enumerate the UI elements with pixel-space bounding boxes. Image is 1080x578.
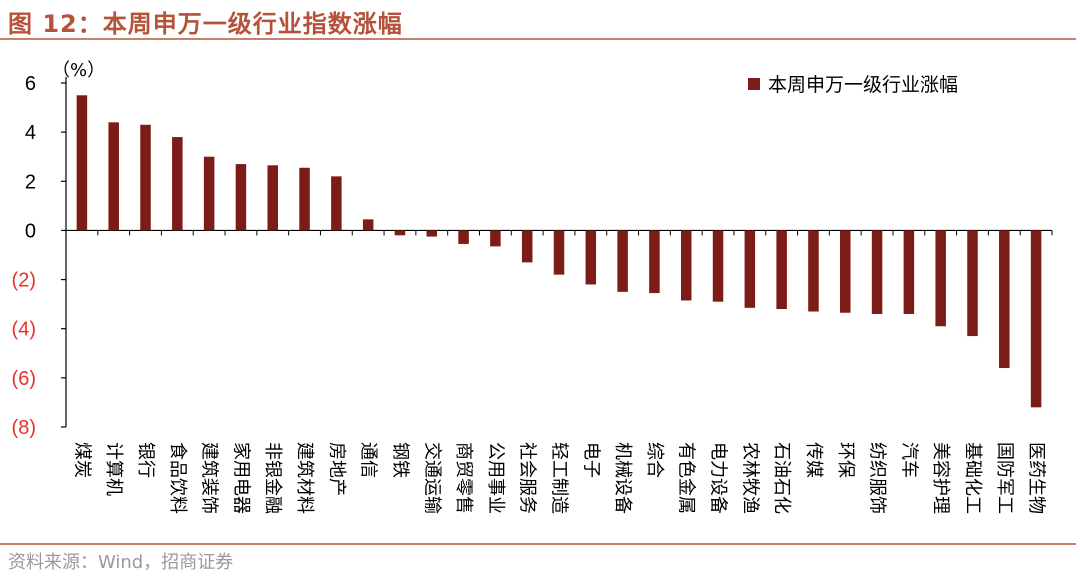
x-category-label: 农林牧渔 [739,442,760,514]
bar-电力设备 [712,230,724,302]
bar-基础化工 [967,230,978,337]
legend-swatch [748,78,760,90]
bar-煤炭 [76,95,88,231]
legend-label: 本周申万一级行业涨幅 [768,74,958,96]
bar-银行 [140,124,151,231]
bar-美容护理 [935,230,946,327]
bar-石油石化 [776,230,787,310]
y-tick-label: 6 [25,73,36,95]
bar-chart: （%） 本周申万一级行业涨幅 6 4 2 0 (2) (4) (6) (8) 煤炭 计算机 银行食… [12,60,1053,514]
x-category-label: 钢铁 [389,442,410,478]
y-tick-label: 0 [25,220,36,242]
source-divider [0,543,1076,545]
x-category-label: 传媒 [803,442,824,478]
y-axis-unit-label: （%） [52,60,105,81]
x-category-label: 房地产 [326,442,347,496]
bar-综合 [649,230,660,294]
bar-医药生物 [1030,230,1042,408]
x-category-label: 交通运输 [421,442,442,514]
x-category-label: 食品饮料 [167,442,188,514]
bar-通信 [362,219,374,231]
bar-社会服务 [521,230,533,263]
title-divider [0,38,1076,40]
y-tick-label: (6) [12,368,36,390]
source-note: 资料来源：Wind，招商证券 [8,552,234,573]
y-tick-label: 2 [25,171,36,193]
x-category-label: 医药生物 [1026,442,1047,514]
x-category-label: 社会服务 [517,442,538,514]
y-tick-label: 4 [25,122,36,144]
bar-轻工制造 [553,230,565,275]
bar-有色金属 [680,230,692,301]
bar-电子 [585,230,597,285]
x-category-label: 汽车 [898,442,919,478]
bar-交通运输 [426,230,438,237]
x-category-label: 石油石化 [771,442,792,514]
bar-商贸零售 [458,230,469,244]
bar-计算机 [108,122,119,231]
x-category-label: 建筑装饰 [199,442,220,514]
y-tick-label: (8) [12,417,36,439]
x-category-label: 电力设备 [708,442,729,514]
bar-非银金融 [267,165,278,231]
x-category-label: 基础化工 [962,442,983,514]
y-tick-label: (2) [12,270,36,292]
x-category-label: 公用事业 [485,442,506,514]
bar-食品饮料 [172,137,183,231]
x-category-label: 机械设备 [612,442,633,514]
x-category-label: 美容护理 [930,442,951,514]
bar-建筑材料 [299,167,310,231]
x-category-label: 环保 [835,442,856,478]
x-category-label: 国防军工 [994,442,1015,514]
x-category-label: 通信 [358,442,379,478]
bar-传媒 [808,230,819,312]
bar-环保 [840,230,851,313]
x-category-label: 非银金融 [262,442,283,514]
bar-国防军工 [999,230,1010,369]
x-category-label: 商贸零售 [453,442,474,514]
bar-汽车 [903,230,915,314]
y-tick-label: (4) [12,319,36,341]
bar-纺织服饰 [871,230,883,314]
chart-legend: 本周申万一级行业涨幅 [748,74,958,96]
bar-农林牧渔 [744,230,756,308]
x-category-label: 计算机 [103,442,124,496]
x-category-label: 建筑材料 [294,442,315,514]
x-category-label: 电子 [580,442,601,478]
x-category-label: 轻工制造 [549,442,570,514]
x-category-label: 煤炭 [71,442,92,478]
bar-家用电器 [235,164,247,231]
bar-房地产 [331,176,342,231]
bar-建筑装饰 [203,156,215,231]
x-category-label: 银行 [135,442,156,478]
x-category-label: 有色金属 [676,442,697,514]
bar-公用事业 [490,230,501,247]
x-category-label: 家用电器 [230,442,251,514]
figure-title: 图 12：本周申万一级行业指数涨幅 [8,10,403,38]
x-category-label: 纺织服饰 [867,442,888,514]
x-category-label: 综合 [644,442,665,478]
bar-钢铁 [394,230,406,236]
bar-机械设备 [617,230,628,292]
